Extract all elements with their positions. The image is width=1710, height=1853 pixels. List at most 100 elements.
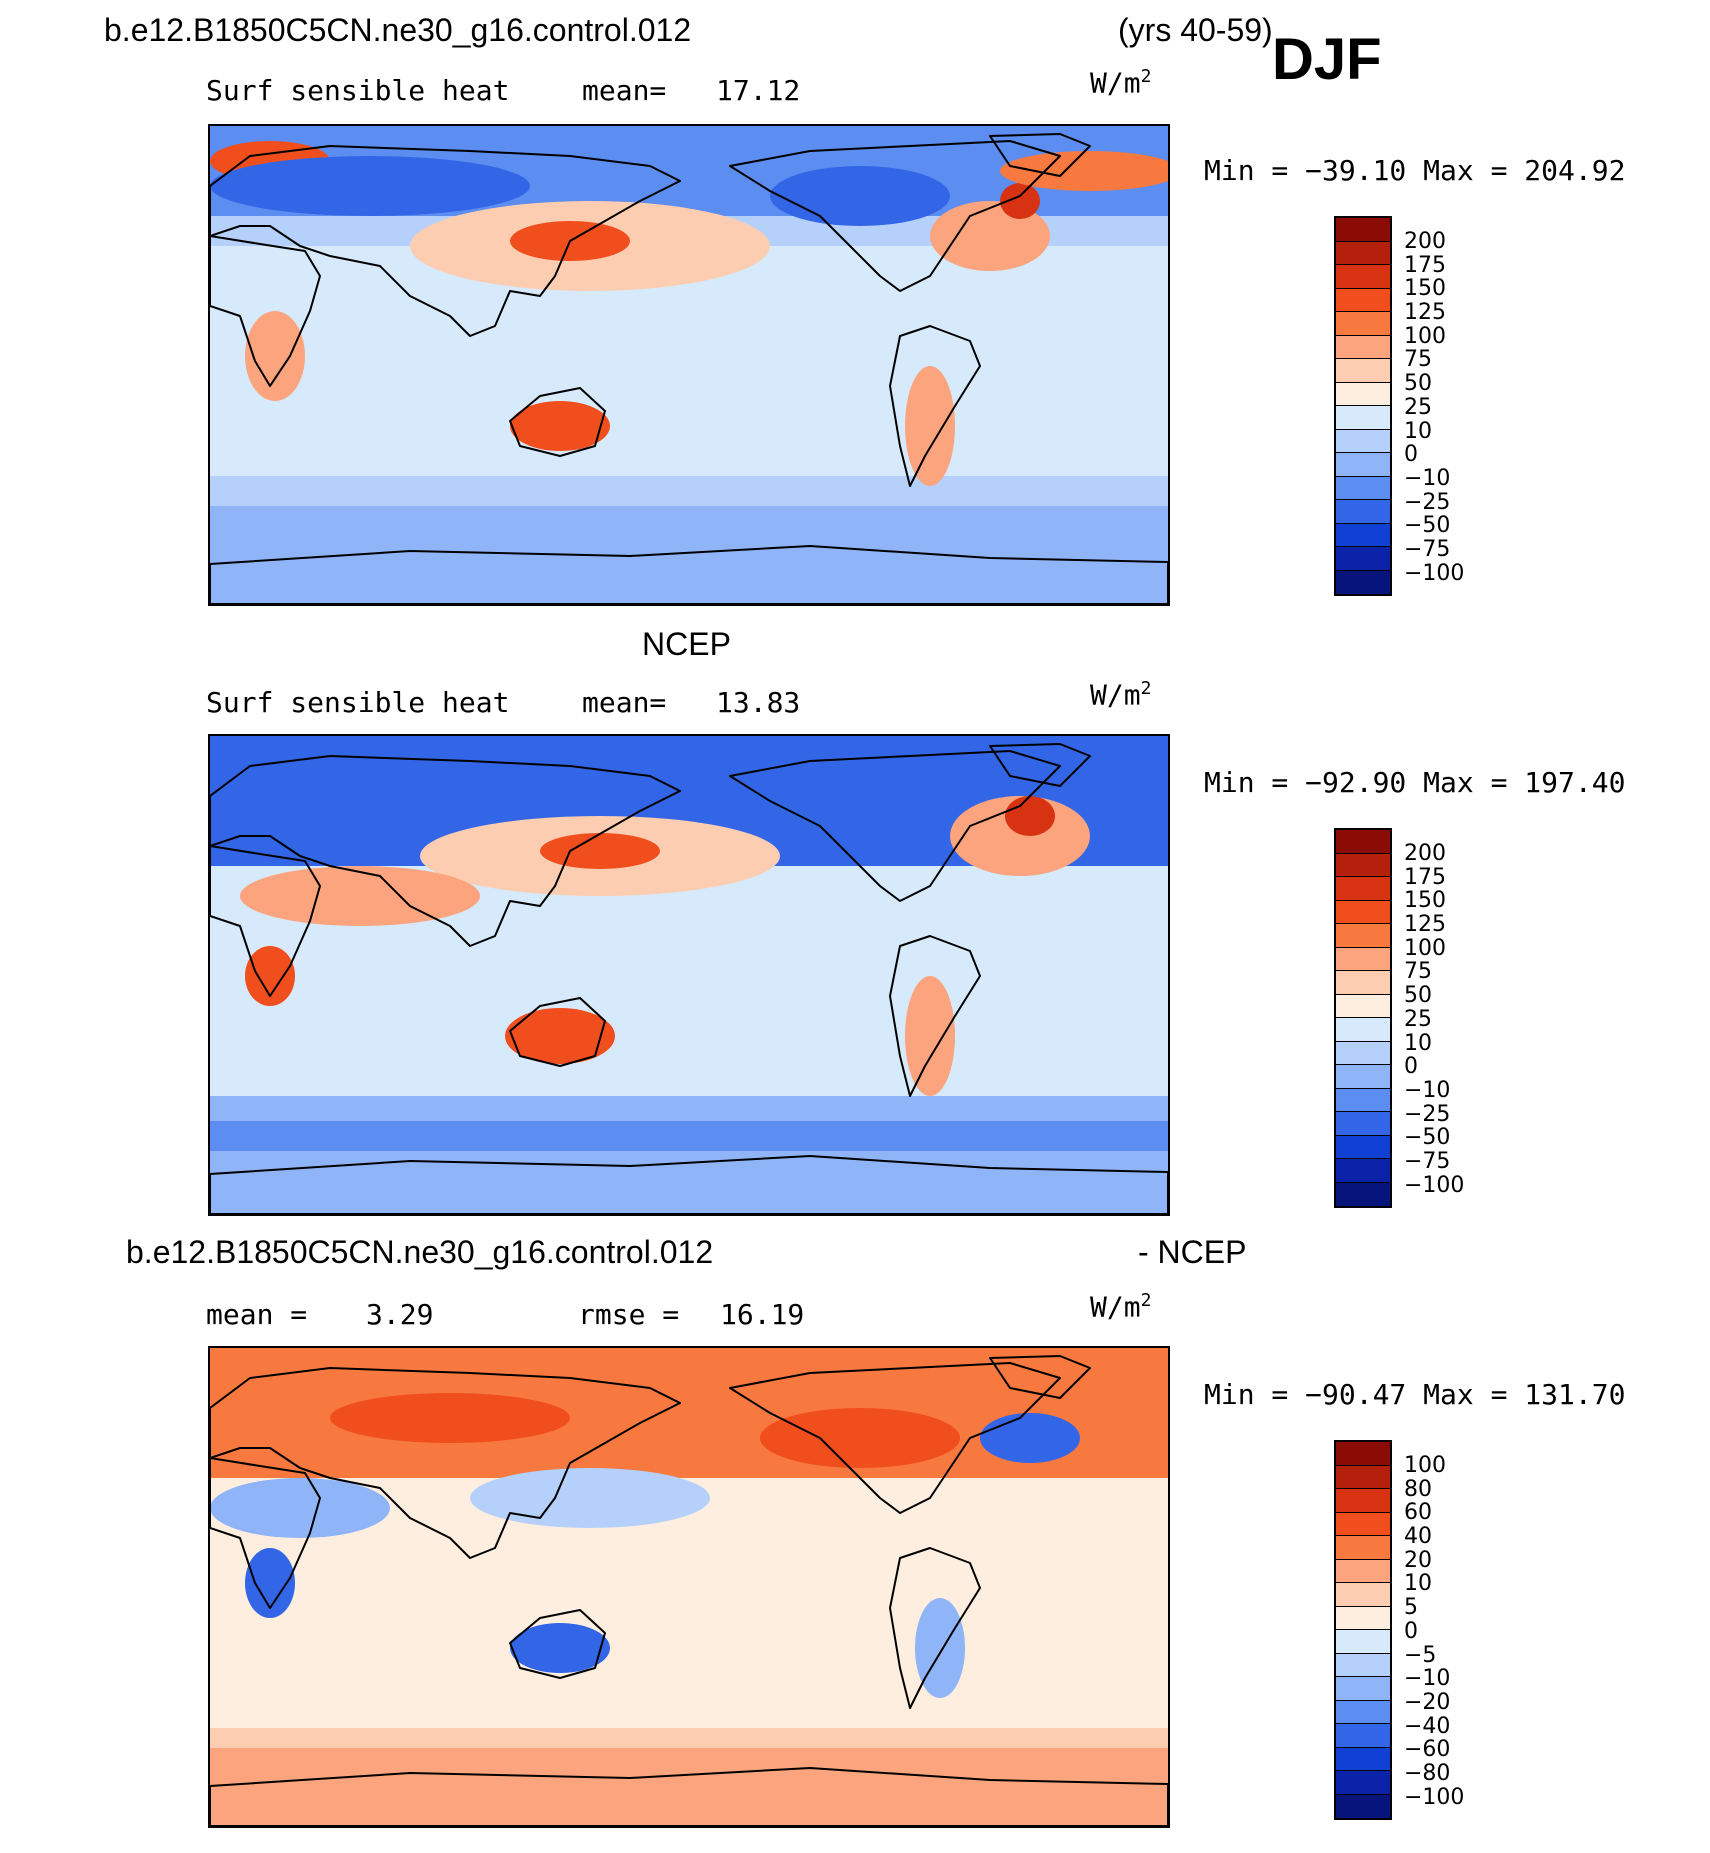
colorbar-swatch	[1336, 453, 1390, 477]
colorbar-swatch	[1336, 877, 1390, 901]
colorbar-swatch	[1336, 1465, 1390, 1489]
southern-difference	[210, 1748, 1168, 1826]
gulfstream-core	[1005, 796, 1055, 836]
colorbar-tick-label: 150	[1404, 888, 1446, 914]
sahara-difference	[210, 1478, 390, 1538]
colorbar-tick-label: 25	[1404, 394, 1432, 420]
panel1-mean-label: mean=	[582, 74, 667, 107]
panel2-colorbar	[1334, 828, 1392, 1208]
colorbar-tick-label: 40	[1404, 1524, 1432, 1550]
colorbar-swatch	[1336, 335, 1390, 359]
australia-field	[510, 401, 610, 451]
coastline	[210, 845, 321, 997]
colorbar-tick-label: 0	[1404, 442, 1418, 468]
panel3-rmse-label: rmse =	[578, 1298, 680, 1331]
colorbar-swatch	[1336, 1088, 1390, 1112]
colorbar-swatch	[1336, 853, 1390, 877]
panel2-map	[208, 734, 1170, 1216]
colorbar-swatch	[1336, 1583, 1390, 1607]
siberia-field	[210, 156, 530, 216]
panel2-mean-value: 13.83	[716, 686, 801, 719]
colorbar-swatch	[1336, 900, 1390, 924]
colorbar-tick-label: 150	[1404, 276, 1446, 302]
panel1-colorbar	[1334, 216, 1392, 596]
panel2-min-max: Min = −92.90 Max = 197.40	[1204, 766, 1626, 799]
panel3-units: W/m2	[1090, 1290, 1152, 1324]
panel3-min-max: Min = −90.47 Max = 131.70	[1204, 1378, 1626, 1411]
colorbar-swatch	[1336, 1653, 1390, 1677]
colorbar-tick-label: 50	[1404, 371, 1432, 397]
colorbar-tick-label: 50	[1404, 983, 1432, 1009]
colorbar-tick-label: 25	[1404, 1006, 1432, 1032]
colorbar-tick-label: 20	[1404, 1547, 1432, 1573]
colorbar-tick-label: −25	[1404, 489, 1451, 515]
panel3-title-left: b.e12.B1850C5CN.ne30_g16.control.012	[126, 1234, 714, 1270]
colorbar-tick-label: 75	[1404, 347, 1432, 373]
colorbar-tick-label: 0	[1404, 1618, 1418, 1644]
gulfstream-difference	[980, 1413, 1080, 1463]
colorbar-tick-label: 60	[1404, 1500, 1432, 1526]
case-title: b.e12.B1850C5CN.ne30_g16.control.012	[104, 12, 692, 48]
colorbar-tick-label: −5	[1404, 1642, 1437, 1668]
colorbar-tick-label: −10	[1404, 465, 1451, 491]
colorbar-swatch	[1336, 1700, 1390, 1724]
panel2-mean-label: mean=	[582, 686, 667, 719]
coastline	[729, 140, 1061, 292]
australia-field	[505, 1008, 615, 1064]
colorbar-swatch	[1336, 947, 1390, 971]
colorbar-swatch	[1336, 288, 1390, 312]
colorbar-tick-label: −25	[1404, 1101, 1451, 1127]
panel1-units: W/m2	[1090, 66, 1152, 100]
colorbar-swatch	[1336, 1536, 1390, 1560]
panel3-title-right: - NCEP	[1138, 1234, 1247, 1270]
labrador-field	[1000, 151, 1168, 191]
colorbar-tick-label: 100	[1404, 1453, 1446, 1478]
colorbar-tick-label: 200	[1404, 841, 1446, 866]
colorbar-swatch	[1336, 1677, 1390, 1701]
colorbar-tick-label: −100	[1404, 1172, 1465, 1198]
colorbar-tick-label: 100	[1404, 935, 1446, 961]
panel1-variable-label: Surf sensible heat	[206, 74, 510, 107]
colorbar-swatch	[1336, 830, 1390, 854]
panel2-units: W/m2	[1090, 678, 1152, 712]
colorbar-tick-label: −50	[1404, 1125, 1451, 1151]
colorbar-swatch	[1336, 218, 1390, 242]
colorbar-swatch	[1336, 382, 1390, 406]
colorbar-tick-label: −60	[1404, 1737, 1451, 1763]
colorbar-tick-label: −80	[1404, 1760, 1451, 1786]
colorbar-swatch	[1336, 1606, 1390, 1630]
colorbar-swatch	[1336, 1724, 1390, 1748]
colorbar-swatch	[1336, 1018, 1390, 1042]
panel3-colorbar-labels: 100 80 60 40 20 10 5 0 −5 −10 −20 −40 −60 −80 −100	[1404, 1454, 1464, 1809]
colorbar-tick-label: 5	[1404, 1595, 1418, 1621]
colorbar-tick-label: −10	[1404, 1077, 1451, 1103]
colorbar-swatch	[1336, 994, 1390, 1018]
colorbar-swatch	[1336, 406, 1390, 430]
colorbar-tick-label: 100	[1404, 323, 1446, 349]
colorbar-swatch	[1336, 359, 1390, 383]
panel1-min-max: Min = −39.10 Max = 204.92	[1204, 154, 1626, 187]
south-america-field	[905, 366, 955, 486]
coastline	[210, 1767, 1168, 1826]
colorbar-swatch	[1336, 429, 1390, 453]
gulfstream-core	[1000, 183, 1040, 219]
coastline	[210, 1457, 321, 1609]
colorbar-tick-label: 10	[1404, 1571, 1432, 1597]
map-field	[210, 126, 1168, 604]
panel1-map	[208, 124, 1170, 606]
colorbar-swatch	[1336, 570, 1390, 594]
canada-difference	[760, 1408, 960, 1468]
colorbar-tick-label: 175	[1404, 864, 1446, 890]
map-field	[210, 1348, 1168, 1826]
colorbar-tick-label: 10	[1404, 418, 1432, 444]
coastline	[889, 1547, 981, 1709]
colorbar-swatch	[1336, 971, 1390, 995]
colorbar-swatch	[1336, 1794, 1390, 1818]
south-america-field	[905, 976, 955, 1096]
colorbar-tick-label: 125	[1404, 300, 1446, 326]
panel3-mean-label: mean =	[206, 1298, 308, 1331]
colorbar-tick-label: 175	[1404, 252, 1446, 278]
colorbar-tick-label: 200	[1404, 229, 1446, 254]
map-field	[210, 736, 1168, 1214]
colorbar-swatch	[1336, 1442, 1390, 1466]
